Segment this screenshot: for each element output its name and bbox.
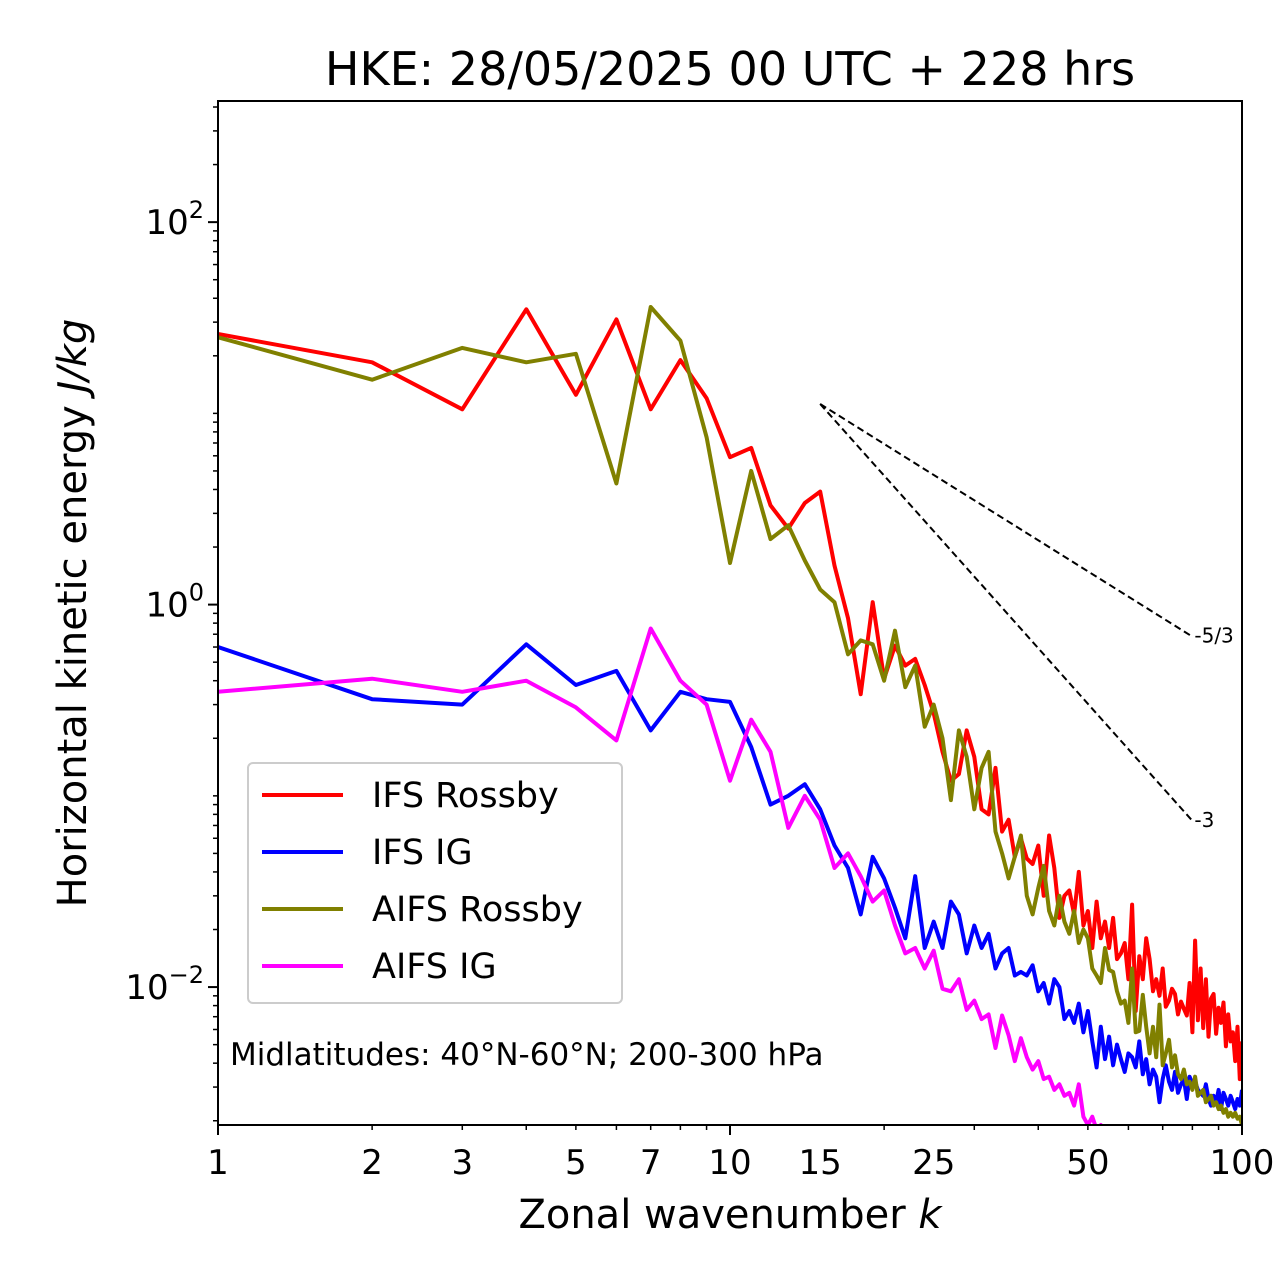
reference-slope-line-5-3 <box>819 403 1193 638</box>
x-tick-label: 2 <box>361 1143 383 1183</box>
series-line-aifs-ig <box>218 626 1103 1125</box>
reference-slope-label-5-3: -5/3 <box>1194 624 1233 648</box>
chart-title: HKE: 28/05/2025 00 UTC + 228 hrs <box>325 42 1135 96</box>
series-lines <box>218 305 1242 1125</box>
x-tick-label: 100 <box>1210 1143 1275 1183</box>
legend-label-aifs-rossby: AIFS Rossby <box>372 890 583 930</box>
series-line-ifs-rossby <box>218 307 1242 1082</box>
y-tick-label: 10−2 <box>125 961 204 1008</box>
y-tick-label: 102 <box>145 196 204 243</box>
legend-items: IFS Rossby IFS IG AIFS Rossby AIFS IG <box>262 776 583 987</box>
reference-slopes: -5/3 -3 <box>819 403 1234 832</box>
x-tick-label: 7 <box>640 1143 662 1183</box>
y-axis-ticks: 102 100 10−2 <box>125 106 218 1122</box>
legend: IFS Rossby IFS IG AIFS Rossby AIFS IG <box>247 762 623 1004</box>
x-tick-label: 1 <box>207 1143 229 1183</box>
x-tick-label: 15 <box>799 1143 842 1183</box>
y-axis-label-unit: J/kg <box>50 319 96 400</box>
x-tick-label: 3 <box>451 1143 473 1183</box>
legend-label-ifs-ig: IFS IG <box>372 833 473 873</box>
x-axis-ticks: 1 2 3 5 7 10 15 25 50 100 <box>207 1125 1274 1183</box>
reference-slope-line-3 <box>819 403 1194 822</box>
legend-label-aifs-ig: AIFS IG <box>372 947 497 987</box>
x-tick-label: 25 <box>912 1143 955 1183</box>
legend-box <box>247 762 623 1004</box>
series-line-aifs-rossby <box>218 305 1242 1125</box>
legend-label-ifs-rossby: IFS Rossby <box>372 776 559 816</box>
x-tick-label: 10 <box>708 1143 751 1183</box>
region-annotation: Midlatitudes: 40°N-60°N; 200-300 hPa <box>230 1037 824 1073</box>
y-axis-label: Horizontal kinetic energy J/kg <box>50 319 96 908</box>
y-axis-label-text: Horizontal kinetic energy <box>50 393 96 908</box>
x-axis-label-variable: k <box>918 1192 943 1238</box>
y-tick-label: 100 <box>145 579 204 626</box>
x-tick-label: 5 <box>565 1143 587 1183</box>
x-axis-label-text: Zonal wavenumber <box>518 1192 918 1238</box>
x-tick-label: 50 <box>1066 1143 1109 1183</box>
reference-slope-label-3: -3 <box>1194 808 1214 832</box>
x-axis-label: Zonal wavenumber k <box>518 1192 943 1238</box>
